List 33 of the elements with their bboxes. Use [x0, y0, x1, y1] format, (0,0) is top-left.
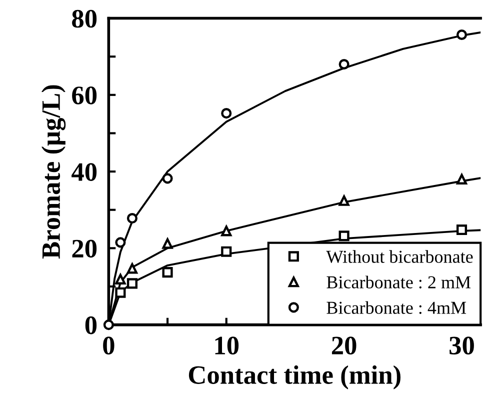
point	[115, 274, 126, 284]
point	[162, 173, 173, 184]
point	[126, 213, 138, 224]
legend-label: Bicarbonate : 2 mM	[326, 276, 471, 288]
point	[338, 230, 350, 242]
point	[456, 29, 468, 40]
y-tick-label: 20	[72, 240, 97, 258]
point	[162, 267, 173, 278]
point	[126, 278, 138, 289]
legend-label: Without bicarbonate	[326, 250, 473, 263]
point	[126, 263, 138, 274]
point	[456, 224, 468, 236]
point	[103, 320, 114, 330]
point	[162, 238, 173, 249]
x-tick-label: 20	[332, 336, 356, 354]
point	[456, 174, 468, 184]
y-tick-label: 60	[72, 86, 97, 104]
x-tick-label: 30	[450, 336, 474, 354]
x-tick-label: 0	[103, 336, 114, 354]
point	[221, 246, 232, 257]
y-tick-label: 40	[72, 163, 97, 181]
point	[221, 226, 232, 236]
y-axis-title: Bromate (μg/L)	[41, 85, 66, 259]
y-tick-label: 80	[72, 10, 97, 28]
point	[338, 195, 350, 206]
point	[115, 237, 126, 248]
legend-label: Bicarbonate : 4mM	[326, 301, 466, 314]
point	[115, 287, 126, 298]
point	[338, 58, 350, 70]
x-tick-label: 10	[215, 336, 239, 354]
point	[221, 108, 232, 119]
x-axis-title: Contact time (min)	[188, 365, 400, 390]
y-tick-label: 0	[85, 316, 97, 334]
